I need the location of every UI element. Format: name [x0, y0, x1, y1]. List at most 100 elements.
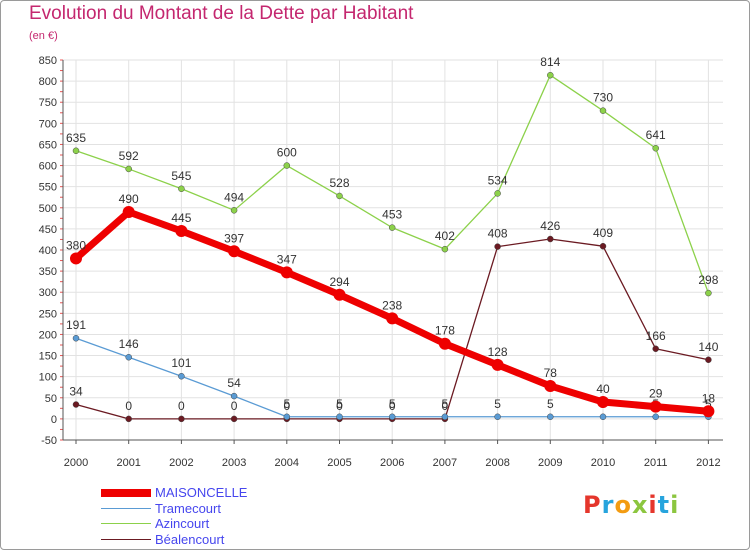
data-label: 635 — [66, 131, 86, 145]
data-point — [230, 415, 238, 423]
data-label: 453 — [382, 208, 402, 222]
y-tick-label: -50 — [41, 435, 57, 447]
data-point — [230, 207, 238, 214]
y-tick-label: 450 — [39, 224, 57, 236]
data-point — [72, 147, 80, 155]
x-tick-label: 2011 — [644, 457, 668, 469]
x-tick-label: 2007 — [433, 457, 457, 469]
x-tick-label: 2008 — [485, 457, 509, 469]
data-point — [388, 413, 396, 421]
data-point — [547, 413, 554, 421]
data-label: 545 — [171, 169, 191, 183]
data-label: 426 — [540, 219, 560, 233]
data-point — [125, 165, 132, 173]
data-point — [72, 401, 80, 408]
legend-label: Béalencourt — [155, 531, 225, 547]
x-tick-label: 2002 — [169, 457, 193, 469]
data-point — [125, 415, 132, 423]
y-tick-label: 300 — [39, 287, 57, 299]
data-label: 18 — [702, 391, 716, 405]
data-label: 178 — [435, 324, 455, 338]
data-label: 5 — [547, 397, 554, 411]
y-tick-label: 150 — [39, 351, 57, 363]
data-point — [125, 353, 132, 361]
data-point — [72, 334, 80, 342]
data-label: 0 — [231, 399, 238, 413]
x-tick-label: 2012 — [696, 457, 720, 469]
data-label: 146 — [119, 337, 139, 351]
proxiti-logo: Proxiti — [583, 491, 679, 519]
unit-label: (en €) — [29, 30, 58, 42]
y-tick-label: 200 — [39, 329, 57, 341]
legend-swatch — [101, 538, 151, 540]
data-label: 40 — [596, 382, 610, 396]
legend-swatch — [101, 489, 151, 497]
data-label: 34 — [69, 385, 83, 399]
chart-title: Evolution du Montant de la Dette par Hab… — [29, 3, 414, 24]
y-tick-label: 350 — [39, 266, 57, 278]
data-label: 78 — [544, 366, 558, 380]
x-tick-label: 2000 — [64, 457, 88, 469]
y-tick-label: 750 — [39, 97, 57, 109]
data-label: 166 — [646, 329, 666, 343]
data-label: 5 — [494, 397, 501, 411]
data-point — [386, 312, 399, 325]
data-label: 5 — [389, 397, 396, 411]
data-label: 494 — [224, 190, 244, 204]
data-point — [705, 356, 712, 364]
data-point — [336, 192, 343, 200]
data-label: 490 — [119, 192, 139, 206]
y-tick-label: 850 — [39, 55, 57, 67]
data-point — [70, 252, 82, 265]
data-point — [652, 345, 659, 353]
data-point — [544, 379, 557, 392]
data-point — [649, 400, 662, 413]
data-point — [178, 372, 185, 380]
x-tick-label: 2006 — [380, 457, 404, 469]
data-label: 0 — [178, 399, 185, 413]
data-label: 101 — [171, 356, 191, 370]
x-tick-label: 2001 — [116, 457, 140, 469]
data-point — [441, 245, 449, 253]
legend-swatch — [101, 507, 151, 509]
data-label: 641 — [646, 128, 666, 142]
data-point — [494, 243, 501, 250]
logo-letter: x — [631, 491, 649, 519]
data-point — [230, 392, 238, 400]
data-label: 0 — [442, 399, 449, 413]
legend-swatch — [101, 523, 151, 524]
logo-letter: o — [614, 491, 632, 519]
data-label: 5 — [442, 397, 449, 411]
data-label: 191 — [66, 318, 86, 332]
data-point — [438, 337, 451, 350]
data-label: 592 — [119, 149, 139, 163]
x-tick-label: 2009 — [538, 457, 562, 469]
data-point — [599, 413, 607, 421]
y-tick-label: 500 — [39, 203, 57, 215]
data-point — [228, 245, 241, 258]
data-label: 298 — [698, 273, 718, 287]
data-label: 534 — [488, 173, 508, 187]
data-point — [122, 206, 135, 218]
data-label: 5 — [336, 397, 343, 411]
y-tick-label: 550 — [39, 182, 57, 194]
logo-letter: P — [583, 491, 602, 519]
data-label: 54 — [227, 376, 241, 390]
y-tick-label: 600 — [39, 161, 57, 173]
data-point — [178, 415, 185, 423]
data-label: 5 — [283, 397, 290, 411]
data-label: 140 — [698, 340, 718, 354]
y-tick-label: 650 — [39, 139, 57, 151]
data-point — [705, 289, 712, 297]
data-label: 600 — [277, 146, 297, 160]
legend-label: Azincourt — [155, 516, 210, 531]
data-point — [178, 185, 185, 193]
y-tick-label: 400 — [39, 245, 57, 257]
y-tick-label: 250 — [39, 308, 57, 320]
data-label: 29 — [649, 387, 663, 401]
data-label: 128 — [488, 345, 508, 359]
data-point — [283, 162, 291, 169]
data-point — [652, 413, 659, 421]
